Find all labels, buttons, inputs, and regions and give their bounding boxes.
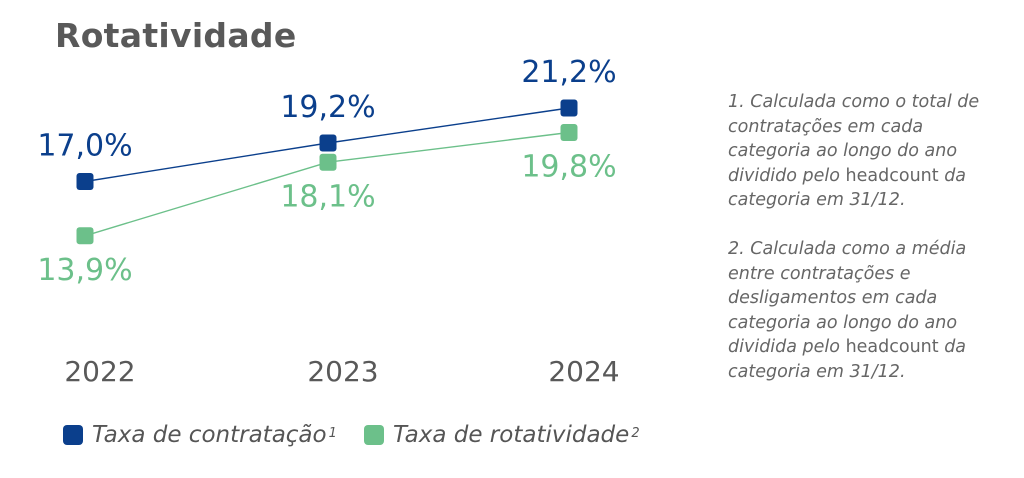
footnote-1-term: headcount xyxy=(845,165,939,186)
x-tick-label-2022: 2022 xyxy=(64,355,135,388)
legend-swatch-contratacao xyxy=(63,425,83,445)
legend-item-contratacao: Taxa de contratação 1 xyxy=(63,420,337,450)
data-label-taxa-de-rotatividade-2023: 18,1% xyxy=(280,179,375,214)
footnote-1-text: 1. Calculada como o total de contrataçõe… xyxy=(728,92,980,186)
footnote-2-term: headcount xyxy=(845,337,939,357)
legend-item-rotatividade: Taxa de rotatividade 2 xyxy=(364,420,640,450)
footnote-2-text: 2. Calculada como a média entre contrata… xyxy=(728,239,967,357)
x-tick-label-2023: 2023 xyxy=(307,355,378,388)
data-label-taxa-de-rotatividade-2022: 13,9% xyxy=(37,253,132,288)
chart-title: Rotatividade xyxy=(55,16,297,55)
data-label-taxa-de-contratacao-2022: 17,0% xyxy=(37,129,132,164)
data-point-taxa-de-rotatividade-2024 xyxy=(560,124,578,141)
data-point-taxa-de-contratacao-2023 xyxy=(319,134,337,152)
line-chart: 17,0% 19,2% 21,2% 13,9% 18,1% 19,8% 2022 2023 20… xyxy=(37,55,619,388)
data-point-taxa-de-contratacao-2024 xyxy=(560,99,578,117)
legend-sup-rotatividade: 2 xyxy=(631,425,640,441)
footnote-1: 1. Calculada como o total de contrataçõe… xyxy=(728,90,1008,213)
data-label-taxa-de-rotatividade-2024: 19,8% xyxy=(521,150,616,185)
footnote-2: 2. Calculada como a média entre contrata… xyxy=(728,237,1008,384)
legend-label-contratacao: Taxa de contratação xyxy=(92,422,327,448)
footnote-2-end: da categoria em 31/12. xyxy=(728,337,967,382)
data-label-taxa-de-contratacao-2024: 21,2% xyxy=(521,55,616,90)
legend-swatch-rotatividade xyxy=(364,425,384,445)
x-tick-label-2024: 2024 xyxy=(548,355,619,388)
legend-label-rotatividade: Taxa de rotatividade xyxy=(393,422,630,448)
footnote-1-end: da categoria em 31/12. xyxy=(728,165,967,211)
data-point-taxa-de-contratacao-2022 xyxy=(76,173,94,190)
legend-sup-contratacao: 1 xyxy=(328,425,337,441)
data-point-taxa-de-rotatividade-2023 xyxy=(319,153,337,171)
data-point-taxa-de-rotatividade-2022 xyxy=(76,227,94,245)
data-label-taxa-de-contratacao-2023: 19,2% xyxy=(280,90,375,125)
